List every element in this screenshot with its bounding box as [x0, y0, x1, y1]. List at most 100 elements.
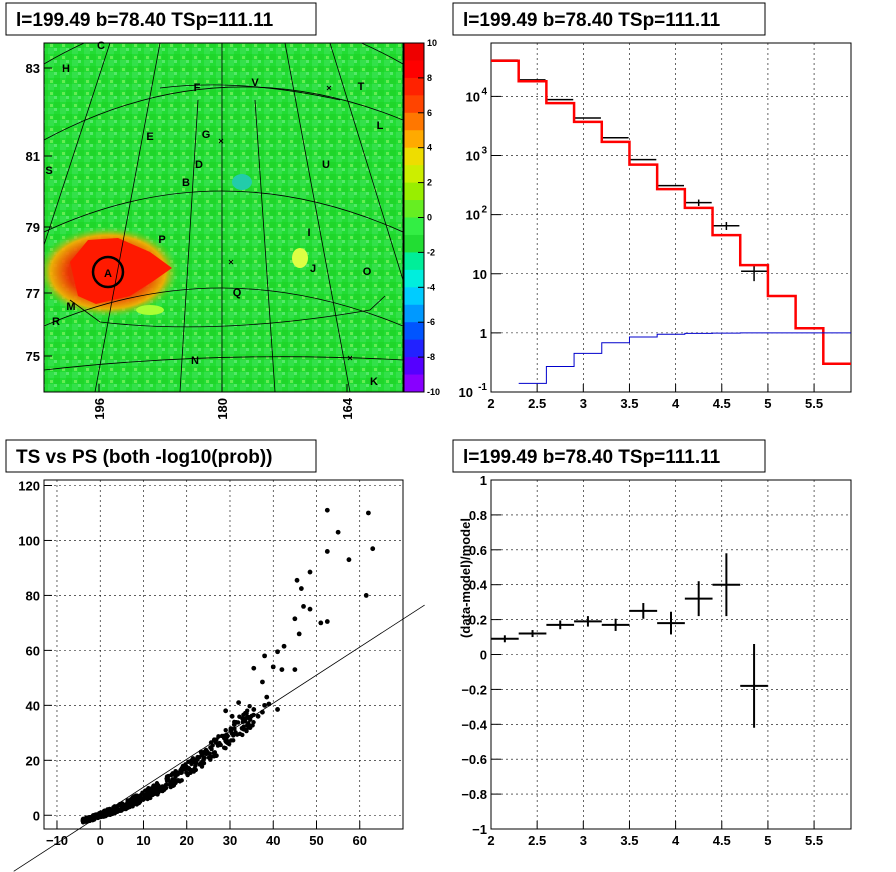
scatter-point — [178, 767, 183, 773]
skymap-background — [44, 43, 403, 392]
spectrum-y-tick-label: 10 — [459, 385, 473, 400]
residuals-x-tick-label: 5.5 — [805, 833, 823, 848]
region-label-u: U — [322, 159, 330, 171]
scatter-point — [363, 593, 369, 598]
scatter-point — [212, 750, 218, 755]
residuals-panel: l=199.49 b=78.40 TSp=111.11 2 2.5 3 3.5 4 4.5… — [452, 439, 852, 848]
scatter-point — [346, 557, 352, 563]
scatter-point — [145, 796, 150, 802]
scatter-point — [241, 712, 246, 717]
scatter-point — [231, 722, 237, 727]
scatter-y-tick-label: 120 — [18, 478, 40, 493]
scatter-point — [221, 734, 227, 739]
scatter-point — [370, 546, 376, 552]
color-scale-step — [404, 357, 424, 376]
scatter-point — [165, 777, 171, 782]
spectrum-y-tick-label: 10 — [466, 208, 480, 223]
scatter-x-tick-label: 20 — [180, 833, 194, 848]
skymap-y-tick-label: 83 — [26, 61, 40, 76]
residuals-y-tick-label: −0.4 — [461, 717, 487, 732]
spectrum-x-tick-label: 5.5 — [805, 396, 823, 411]
region-label-s: S — [45, 165, 52, 177]
scatter-point — [324, 619, 330, 624]
scatter-point — [251, 707, 257, 712]
residuals-y-tick-label: 1 — [480, 473, 487, 488]
color-scale-step — [404, 130, 424, 149]
residuals-y-tick-label: −0.2 — [461, 682, 487, 697]
region-label-b: B — [182, 177, 190, 189]
region-label-f: F — [194, 82, 201, 94]
spectrum-y-tick-label: 1 — [480, 326, 487, 341]
scatter-point — [260, 679, 265, 685]
scatter-point — [243, 727, 248, 732]
scatter-y-tick-label: 60 — [26, 643, 40, 658]
color-scale-tick-label: 2 — [427, 178, 432, 188]
scatter-point — [180, 763, 186, 769]
scatter-point — [137, 795, 143, 801]
scatter-point — [199, 764, 205, 769]
scatter-point — [223, 708, 229, 714]
skymap-y-tick-label: 79 — [26, 220, 40, 235]
scatter-point — [307, 606, 313, 612]
color-scale-step — [404, 374, 424, 393]
hotspot-core — [70, 238, 172, 304]
scatter-point — [247, 704, 252, 709]
scatter-point — [235, 720, 241, 725]
color-scale-step — [404, 339, 424, 358]
residuals-y-tick-label: −0.6 — [461, 752, 487, 767]
spectrum-panel: l=199.49 b=78.40 TSp=111.11 2 2.5 3 3.5 4 4.5… — [452, 2, 852, 411]
region-label-e: E — [146, 131, 153, 143]
scatter-point — [296, 631, 302, 637]
scatter-point — [294, 577, 300, 583]
scatter-point — [204, 751, 209, 757]
color-scale-tick-label: 8 — [427, 73, 432, 83]
skymap-title-box — [5, 2, 317, 36]
scatter-point — [244, 714, 250, 720]
scatter-y-tick-label: 20 — [26, 753, 40, 768]
cool-spot — [232, 174, 252, 190]
scatter-x-tick-label: 60 — [353, 833, 367, 848]
scatter-point — [239, 725, 245, 731]
scatter-point — [170, 783, 176, 788]
residuals-title-box — [452, 439, 766, 473]
scatter-point — [216, 734, 221, 739]
skymap-title: l=199.49 b=78.40 TSp=111.11 — [16, 10, 274, 31]
spectrum-x-tick-label: 5 — [764, 396, 771, 411]
scatter-point — [318, 620, 324, 626]
scatter-x-tick-label: 50 — [309, 833, 323, 848]
scatter-y-tick-label: 0 — [33, 808, 40, 823]
spectrum-y-tick-label: 10 — [466, 149, 480, 164]
scatter-point — [292, 667, 298, 673]
color-scale-step — [404, 234, 424, 253]
skymap-y-tick-label: 81 — [26, 149, 40, 164]
scatter-point — [260, 709, 265, 715]
scatter-point — [177, 779, 183, 784]
residuals-y-tick-label: 0.4 — [469, 578, 488, 593]
scatter-point — [237, 731, 243, 737]
scatter-point — [115, 803, 120, 809]
color-scale-step — [404, 43, 424, 61]
color-scale-bar: 10 8 6 4 2 0 -2 -4 -6 -8 -10 — [403, 38, 440, 397]
region-label-k: K — [370, 376, 378, 388]
scatter-point — [121, 803, 126, 808]
scatter-point — [229, 713, 235, 719]
background-step-line — [518, 332, 851, 384]
scatter-x-tick-label: 40 — [266, 833, 280, 848]
spectrum-x-tick-label: 2 — [487, 396, 494, 411]
scatter-point — [245, 722, 250, 728]
color-scale-tick-label: 6 — [427, 108, 432, 118]
scatter-point — [123, 806, 129, 812]
scatter-point — [215, 743, 221, 748]
spectrum-marks — [491, 59, 851, 384]
color-scale-step — [404, 287, 424, 306]
region-label-p: P — [158, 234, 165, 246]
scatter-point — [240, 719, 246, 725]
source-circle — [91, 255, 125, 289]
color-scale-step — [404, 112, 424, 131]
scatter-point — [209, 746, 214, 752]
color-scale-step — [404, 304, 424, 323]
scatter-point — [134, 795, 139, 801]
scatter-point — [102, 809, 107, 815]
scatter-point — [365, 510, 371, 516]
scatter-point — [266, 701, 272, 707]
